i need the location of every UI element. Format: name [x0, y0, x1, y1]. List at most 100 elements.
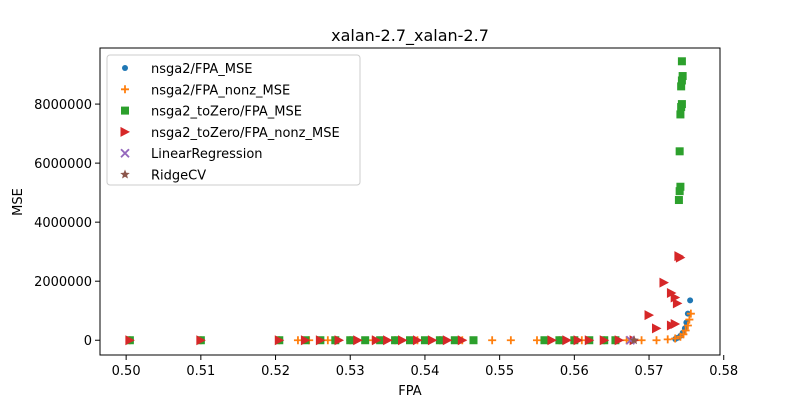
data-point: [346, 336, 355, 345]
plot-frame: [99, 47, 721, 356]
legend-label: nsga2/FPA_nonz_MSE: [151, 83, 290, 98]
x-tick-label: 0.54: [410, 364, 439, 379]
data-point: [675, 187, 684, 196]
legend-box: [106, 54, 361, 186]
data-point: [672, 298, 683, 309]
legend-marker: [120, 169, 130, 179]
x-axis-title: FPA: [398, 384, 421, 399]
data-point: [584, 335, 595, 346]
data-point: [676, 110, 685, 119]
x-tick-label: 0.53: [336, 364, 365, 379]
data-point: [442, 335, 453, 346]
data-point: [675, 252, 686, 263]
y-axis-title: MSE: [11, 188, 26, 216]
y-tick-label: 0: [84, 334, 92, 349]
data-point: [406, 336, 414, 345]
legend-marker: [121, 106, 129, 115]
data-point: [450, 336, 459, 345]
data-point: [599, 335, 610, 346]
data-point: [334, 335, 345, 346]
x-tick-label: 0.56: [560, 364, 589, 379]
data-point: [488, 336, 497, 345]
data-point: [678, 72, 687, 81]
data-point: [315, 335, 326, 346]
data-point: [353, 335, 363, 346]
legend-item: LinearRegression: [120, 147, 263, 162]
data-point: [420, 336, 429, 345]
legend: nsga2/FPA_MSE nsga2/FPA_nonz_MSE nsga2_toZ…: [106, 54, 361, 186]
legend-item: RidgeCV: [120, 169, 206, 184]
data-point: [652, 323, 662, 334]
data-point: [685, 315, 694, 324]
data-point: [532, 336, 541, 345]
legend-item: nsga2/FPA_MSE: [122, 62, 252, 77]
data-point: [383, 335, 393, 346]
data-point: [391, 336, 400, 345]
y-tick-label: 4000000: [34, 216, 92, 231]
x-axis: 0.50 0.51 0.52 0.53 0.54 0.55 0.56 0.57 0.58: [112, 355, 738, 379]
data-point: [677, 100, 686, 109]
data-point: [677, 76, 686, 85]
series-3: [125, 251, 686, 346]
legend-marker: [120, 148, 130, 158]
legend-label: nsga2_toZero/FPA_MSE: [151, 105, 302, 120]
x-tick-label: 0.58: [709, 364, 738, 379]
data-point: [547, 335, 557, 346]
data-point: [670, 319, 681, 330]
y-tick-label: 6000000: [34, 157, 92, 172]
data-point: [663, 335, 672, 344]
x-tick-label: 0.51: [186, 364, 215, 379]
data-point: [687, 297, 694, 304]
x-tick-label: 0.55: [485, 364, 514, 379]
data-point: [300, 335, 311, 346]
x-tick-label: 0.50: [112, 364, 141, 379]
data-point: [398, 335, 408, 346]
data-point: [659, 277, 669, 288]
data-point: [683, 321, 692, 330]
series-5: [629, 335, 639, 345]
data-point: [686, 309, 695, 318]
x-tick-label: 0.57: [635, 364, 664, 379]
data-point: [644, 310, 655, 321]
data-marks: [125, 57, 695, 346]
data-point: [676, 182, 685, 191]
data-point: [457, 335, 468, 346]
data-point: [412, 335, 423, 346]
data-point: [371, 335, 382, 346]
data-point: [125, 335, 135, 346]
data-point: [361, 336, 370, 345]
data-point: [274, 335, 285, 346]
legend-label: nsga2_toZero/FPA_nonz_MSE: [151, 126, 340, 141]
x-tick-label: 0.52: [261, 364, 290, 379]
legend-label: nsga2/FPA_MSE: [151, 62, 252, 77]
data-point: [435, 336, 444, 345]
data-point: [677, 82, 686, 91]
data-point: [196, 335, 206, 346]
legend-item: nsga2/FPA_nonz_MSE: [121, 83, 290, 98]
data-point: [614, 335, 625, 346]
data-point: [671, 334, 680, 343]
data-point: [469, 336, 478, 345]
legend-label: RidgeCV: [151, 169, 206, 184]
y-axis: 0 2000000 4000000 6000000 8000000: [34, 98, 100, 349]
data-point: [675, 147, 684, 156]
legend-marker: [122, 65, 128, 71]
y-tick-label: 2000000: [34, 275, 92, 290]
data-point: [652, 336, 661, 345]
data-point: [506, 336, 515, 345]
data-point: [427, 335, 438, 346]
data-point: [293, 336, 302, 345]
data-point: [629, 335, 639, 345]
data-point: [573, 335, 584, 346]
data-point: [555, 336, 564, 345]
legend-marker: [121, 85, 129, 94]
legend-item: nsga2_toZero/FPA_MSE: [121, 105, 302, 120]
legend-item: nsga2_toZero/FPA_nonz_MSE: [120, 126, 340, 141]
data-point: [540, 336, 549, 345]
data-point: [681, 326, 690, 335]
legend-marker: [120, 126, 130, 137]
data-point: [677, 57, 686, 66]
data-point: [562, 335, 572, 346]
data-point: [674, 196, 683, 205]
